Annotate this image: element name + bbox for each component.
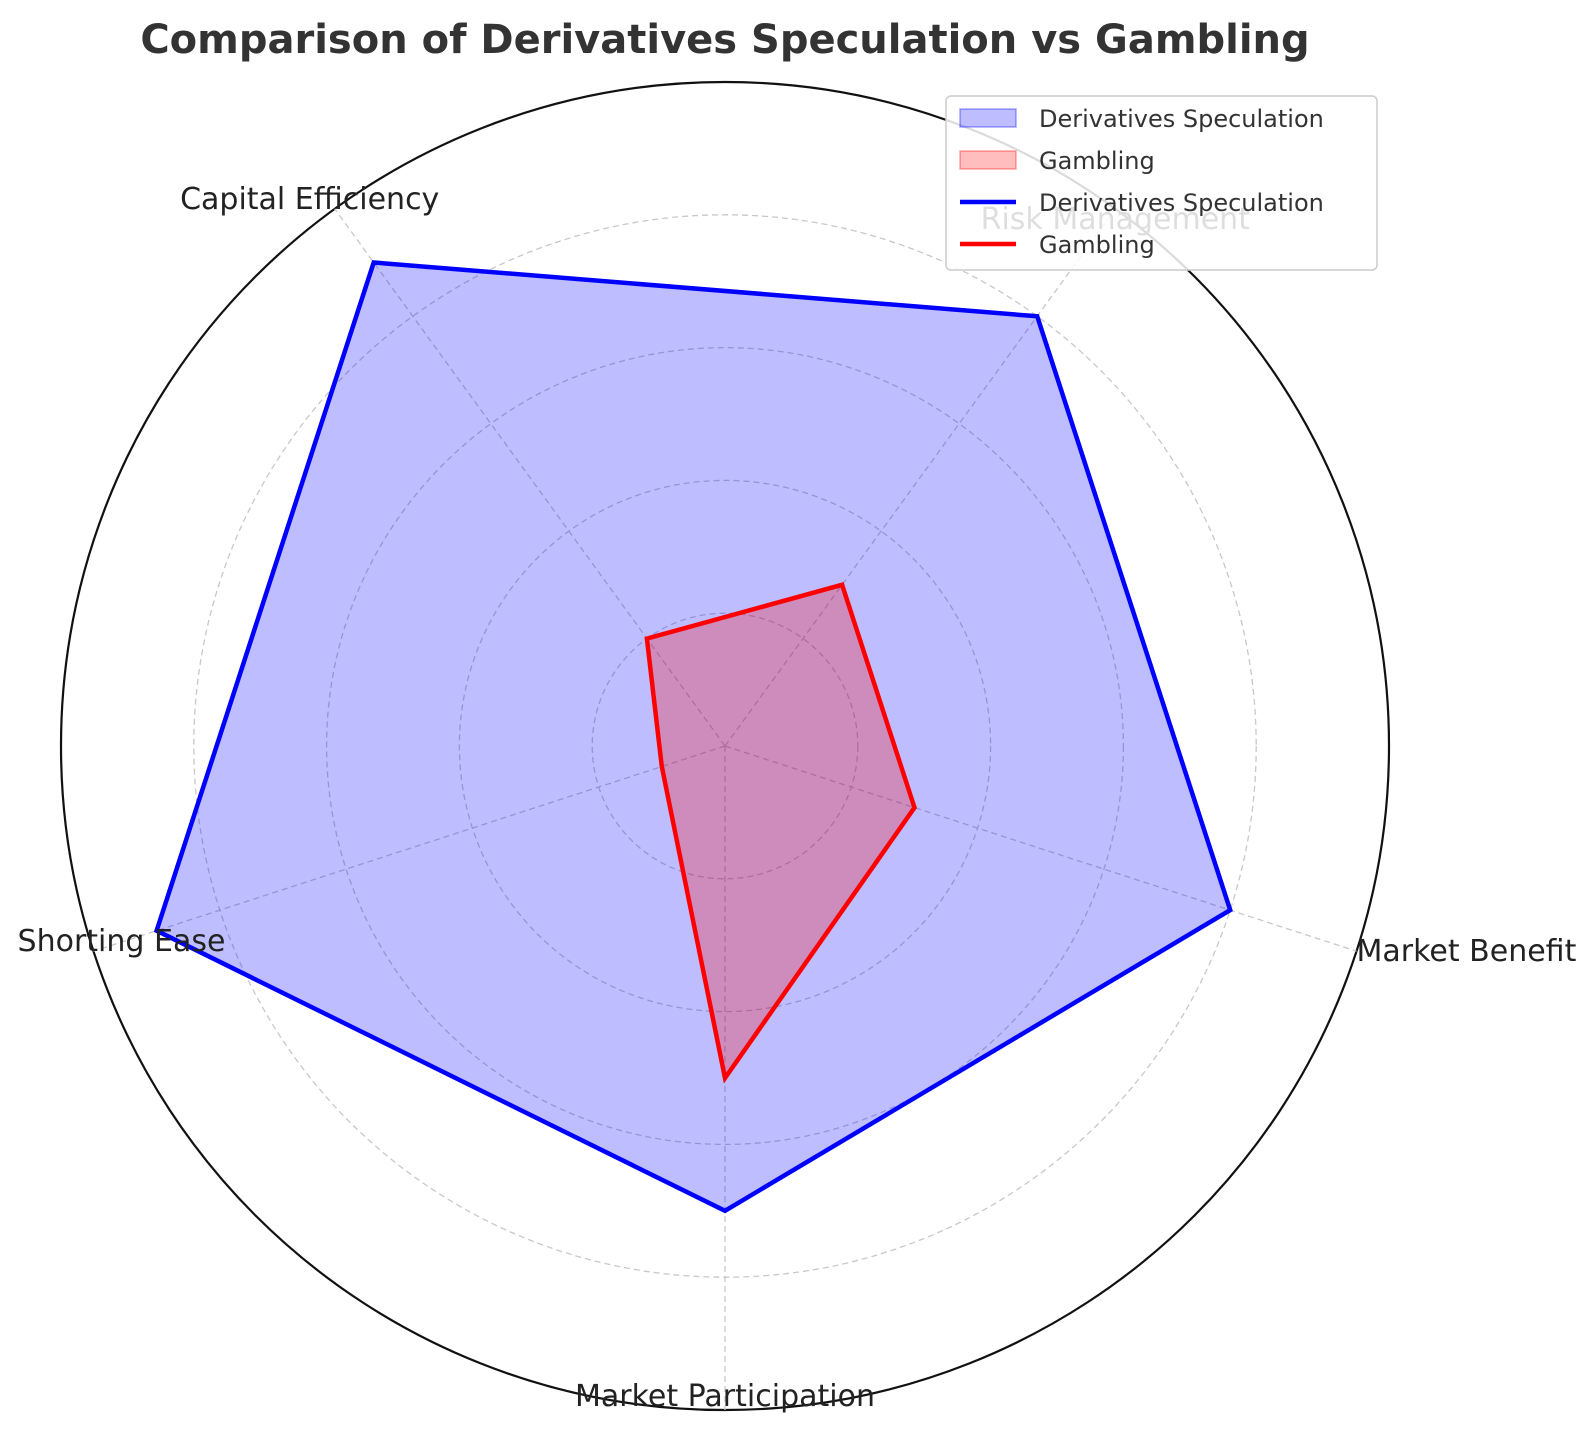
legend-swatch-patch bbox=[959, 108, 1017, 128]
series-line-1 bbox=[644, 582, 917, 1084]
series-area-0 bbox=[156, 262, 1231, 1211]
legend: Derivatives Speculation Gambling Derivativ… bbox=[945, 95, 1378, 271]
grid-circle bbox=[325, 346, 1125, 1146]
series-area-1 bbox=[646, 584, 915, 1078]
category-label: Market Benefits bbox=[1357, 934, 1577, 969]
spoke-line bbox=[93, 745, 726, 952]
chart-title: Comparison of Derivatives Speculation vs… bbox=[140, 17, 1309, 63]
series-line-0 bbox=[153, 260, 1233, 1214]
grid-circle bbox=[458, 479, 992, 1013]
radar-grid bbox=[59, 80, 1391, 1412]
radar-series bbox=[153, 260, 1233, 1214]
legend-swatch-patch bbox=[959, 150, 1017, 170]
spoke-line bbox=[724, 745, 1357, 952]
grid-circle bbox=[591, 612, 859, 880]
spoke-line bbox=[334, 208, 726, 747]
legend-label: Gambling bbox=[1039, 147, 1155, 175]
legend-label: Derivatives Speculation bbox=[1039, 189, 1324, 217]
legend-label: Gambling bbox=[1039, 231, 1155, 259]
category-label: Capital Efficiency bbox=[180, 182, 439, 217]
legend-frame bbox=[945, 95, 1378, 271]
category-label: Market Participation bbox=[575, 1379, 875, 1414]
spoke-line bbox=[724, 208, 1116, 747]
legend-label: Derivatives Speculation bbox=[1039, 105, 1324, 133]
category-label: Shorting Ease bbox=[18, 924, 226, 959]
